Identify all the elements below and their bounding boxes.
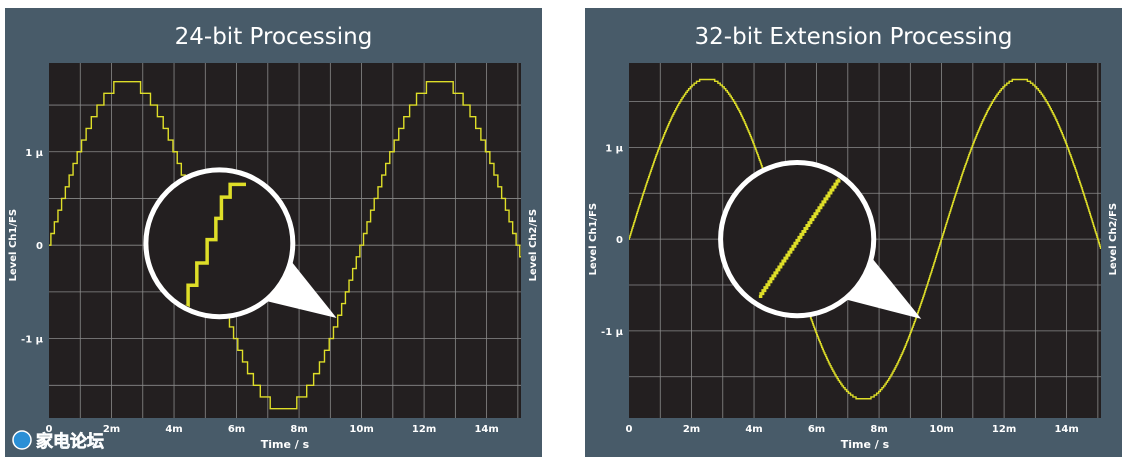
y-tick-label: 1 μ xyxy=(605,143,623,154)
x-tick-label: 10m xyxy=(349,424,373,435)
watermark: 家电论坛 xyxy=(12,430,104,452)
chart-1: 24-bit Processing 1 μ 0 -1 μ 0 2m 4m 6m 8m 10m 12m… xyxy=(5,8,542,457)
x-tick-label: 4m xyxy=(165,424,182,435)
chart-title: 24-bit Processing xyxy=(175,24,373,50)
y-axis-label-left: Level Ch1/FS xyxy=(588,203,599,275)
x-tick-label: 14m xyxy=(474,424,498,435)
y-tick-label: -1 μ xyxy=(21,335,44,346)
y-tick-label: 0 xyxy=(616,235,623,246)
x-tick-label: 0 xyxy=(626,424,633,435)
x-axis-label: Time / s xyxy=(841,438,890,451)
y-axis-label-left: Level Ch1/FS xyxy=(8,209,19,281)
chart-title: 32-bit Extension Processing xyxy=(695,24,1013,50)
x-tick-label: 12m xyxy=(412,424,436,435)
magnifier xyxy=(143,167,337,320)
magnifier xyxy=(718,160,922,319)
signal-trace-1 xyxy=(49,80,521,410)
magnified-trace xyxy=(758,166,849,299)
y-axis-label-right: Level Ch2/FS xyxy=(1108,203,1119,275)
grid xyxy=(629,63,1101,418)
x-tick-label: 14m xyxy=(1054,424,1078,435)
x-tick-label: 4m xyxy=(745,424,762,435)
y-tick-label: 1 μ xyxy=(25,148,43,159)
x-tick-label: 6m xyxy=(808,424,825,435)
magnifier-lens xyxy=(143,167,296,320)
x-tick-label: 12m xyxy=(992,424,1016,435)
x-tick-label: 8m xyxy=(870,424,887,435)
x-tick-label: 10m xyxy=(929,424,953,435)
y-axis-label-right: Level Ch2/FS xyxy=(528,209,539,281)
x-tick-label: 0 xyxy=(46,424,53,435)
x-tick-label: 6m xyxy=(228,424,245,435)
signal-trace-1 xyxy=(629,78,1101,400)
magnified-trace xyxy=(173,182,247,309)
x-tick-label: 2m xyxy=(103,424,120,435)
y-tick-label: -1 μ xyxy=(601,327,624,338)
x-tick-label: 2m xyxy=(683,424,700,435)
chart-2: 32-bit Extension Processing 1 μ 0 -1 μ 0 2m 4m… xyxy=(585,8,1122,457)
y-tick-label: 0 xyxy=(36,241,43,252)
x-axis-label: Time / s xyxy=(261,438,310,451)
x-tick-label: 8m xyxy=(290,424,307,435)
watermark-logo-icon xyxy=(12,430,32,450)
watermark-text: 家电论坛 xyxy=(36,431,104,452)
